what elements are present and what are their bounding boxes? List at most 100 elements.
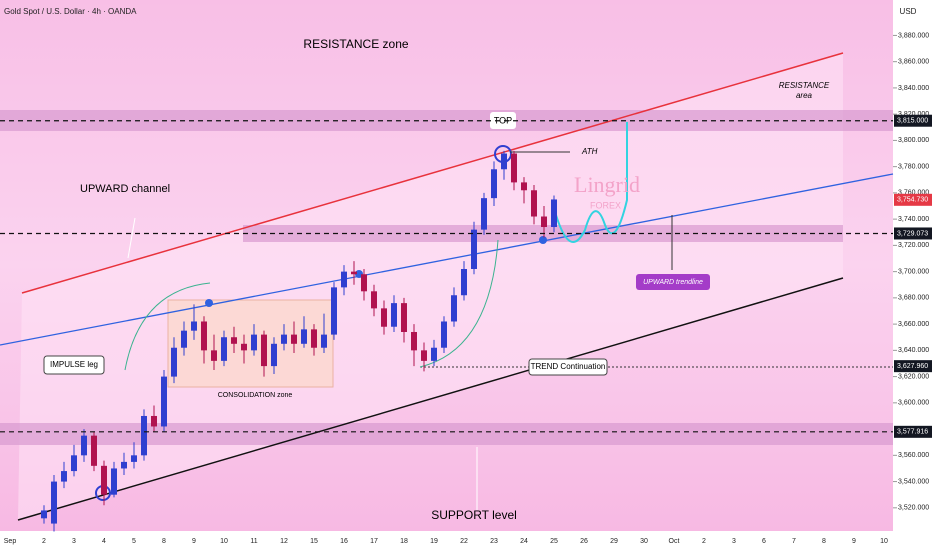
channel-top xyxy=(21,52,844,294)
y-tick-label: 3,700.000 xyxy=(898,268,929,275)
annotation: SUPPORT level xyxy=(431,508,517,522)
price-marker-label: 3,754.730 xyxy=(897,197,928,204)
consolidation-box xyxy=(167,299,334,388)
channel-pointer xyxy=(127,217,136,259)
candle-body xyxy=(161,376,167,427)
y-tick-label: 3,820.000 xyxy=(898,111,929,118)
x-tick-label: 17 xyxy=(370,538,378,545)
price-marker xyxy=(894,114,932,127)
candle-body xyxy=(291,334,297,344)
symbol-title: Gold Spot / U.S. Dollar · 4h · OANDA xyxy=(4,7,137,16)
support-band xyxy=(0,423,893,445)
price-marker xyxy=(894,227,932,240)
y-tick-label: 3,620.000 xyxy=(898,373,929,380)
candle-body xyxy=(481,198,487,230)
channel-fill xyxy=(18,53,843,520)
candle-body xyxy=(331,287,337,335)
candle-body xyxy=(131,455,137,462)
candle-body xyxy=(401,303,407,332)
candle-body xyxy=(141,415,147,456)
projection-path xyxy=(555,122,628,243)
price-marker-label: 3,627.960 xyxy=(897,363,928,370)
price-axis xyxy=(893,0,932,550)
candle-body xyxy=(241,343,247,351)
x-tick-label: 7 xyxy=(792,538,796,545)
candle-body xyxy=(171,347,177,377)
candle-body xyxy=(151,415,157,427)
logo: Lingrid xyxy=(574,172,640,197)
annotation: UPWARD channel xyxy=(80,183,170,195)
currency: USD xyxy=(900,7,917,16)
candle-body xyxy=(71,455,77,472)
marks xyxy=(41,150,557,532)
x-tick-label: 15 xyxy=(310,538,318,545)
candle-body xyxy=(531,190,537,217)
x-tick-label: 2 xyxy=(702,538,706,545)
y-tick-label: 3,560.000 xyxy=(898,452,929,459)
x-tick-label: 8 xyxy=(822,538,826,545)
x-tick-label: 2 xyxy=(42,538,46,545)
x-tick-label: 3 xyxy=(72,538,76,545)
candle-body xyxy=(111,468,117,495)
x-tick-label: 26 xyxy=(580,538,588,545)
price-marker-label: 3,815.000 xyxy=(897,118,928,125)
candle-body xyxy=(461,269,467,296)
price-marker xyxy=(894,193,932,206)
candle-body xyxy=(121,461,127,469)
x-tick-label: 19 xyxy=(430,538,438,545)
annotation: TREND Continuation xyxy=(531,362,606,371)
y-tick-label: 3,600.000 xyxy=(898,400,929,407)
candle-body xyxy=(451,295,457,322)
annotation: ATH xyxy=(581,147,598,156)
y-tick-label: 3,720.000 xyxy=(898,242,929,249)
x-tick-label: 29 xyxy=(610,538,618,545)
candle-body xyxy=(361,274,367,292)
x-tick-label: 11 xyxy=(250,538,257,545)
candle-body xyxy=(381,308,387,327)
x-tick-label: Oct xyxy=(669,538,680,545)
candle-body xyxy=(51,481,57,524)
candle-body xyxy=(271,343,277,367)
y-tick-label: 3,680.000 xyxy=(898,295,929,302)
candle-body xyxy=(371,291,377,309)
label-box xyxy=(43,355,105,375)
x-tick-label: 12 xyxy=(280,538,288,545)
candle-body xyxy=(441,321,447,348)
x-tick-label: 3 xyxy=(732,538,736,545)
y-tick-label: 3,840.000 xyxy=(898,85,929,92)
x-tick-label: 10 xyxy=(220,538,228,545)
y-tick-label: 3,640.000 xyxy=(898,347,929,354)
x-tick-label: 4 xyxy=(102,538,106,545)
y-tick-label: 3,800.000 xyxy=(898,137,929,144)
impulse-arrow xyxy=(124,282,211,371)
candle-body xyxy=(321,334,327,348)
candle-body xyxy=(91,435,97,466)
x-tick-label: 10 xyxy=(880,538,888,545)
candle-body xyxy=(501,153,507,170)
annotation: UPWARD trendline xyxy=(643,279,703,286)
channel-bottom xyxy=(17,277,844,521)
x-tick-label: 24 xyxy=(520,538,528,545)
candle-body xyxy=(521,182,527,191)
price-marker xyxy=(894,425,932,438)
y-tick-label: 3,860.000 xyxy=(898,59,929,66)
annotation: CONSOLIDATION zone xyxy=(218,392,293,399)
price-marker xyxy=(894,360,932,373)
annotation: IMPULSE leg xyxy=(50,360,98,369)
y-tick-label: 3,660.000 xyxy=(898,321,929,328)
label-box xyxy=(490,112,516,129)
candle-body xyxy=(491,169,497,199)
candle-body xyxy=(351,271,357,275)
candle-body xyxy=(261,334,267,367)
candle-body xyxy=(81,435,87,456)
candle-body xyxy=(281,334,287,344)
annotation: RESISTANCE xyxy=(779,81,830,90)
candle-body xyxy=(211,350,217,361)
annotation: area xyxy=(796,91,813,100)
candle-body xyxy=(391,303,397,327)
x-tick-label: 18 xyxy=(400,538,408,545)
y-tick-label: 3,880.000 xyxy=(898,32,929,39)
y-tick-label: 3,520.000 xyxy=(898,505,929,512)
x-tick-label: 8 xyxy=(162,538,166,545)
